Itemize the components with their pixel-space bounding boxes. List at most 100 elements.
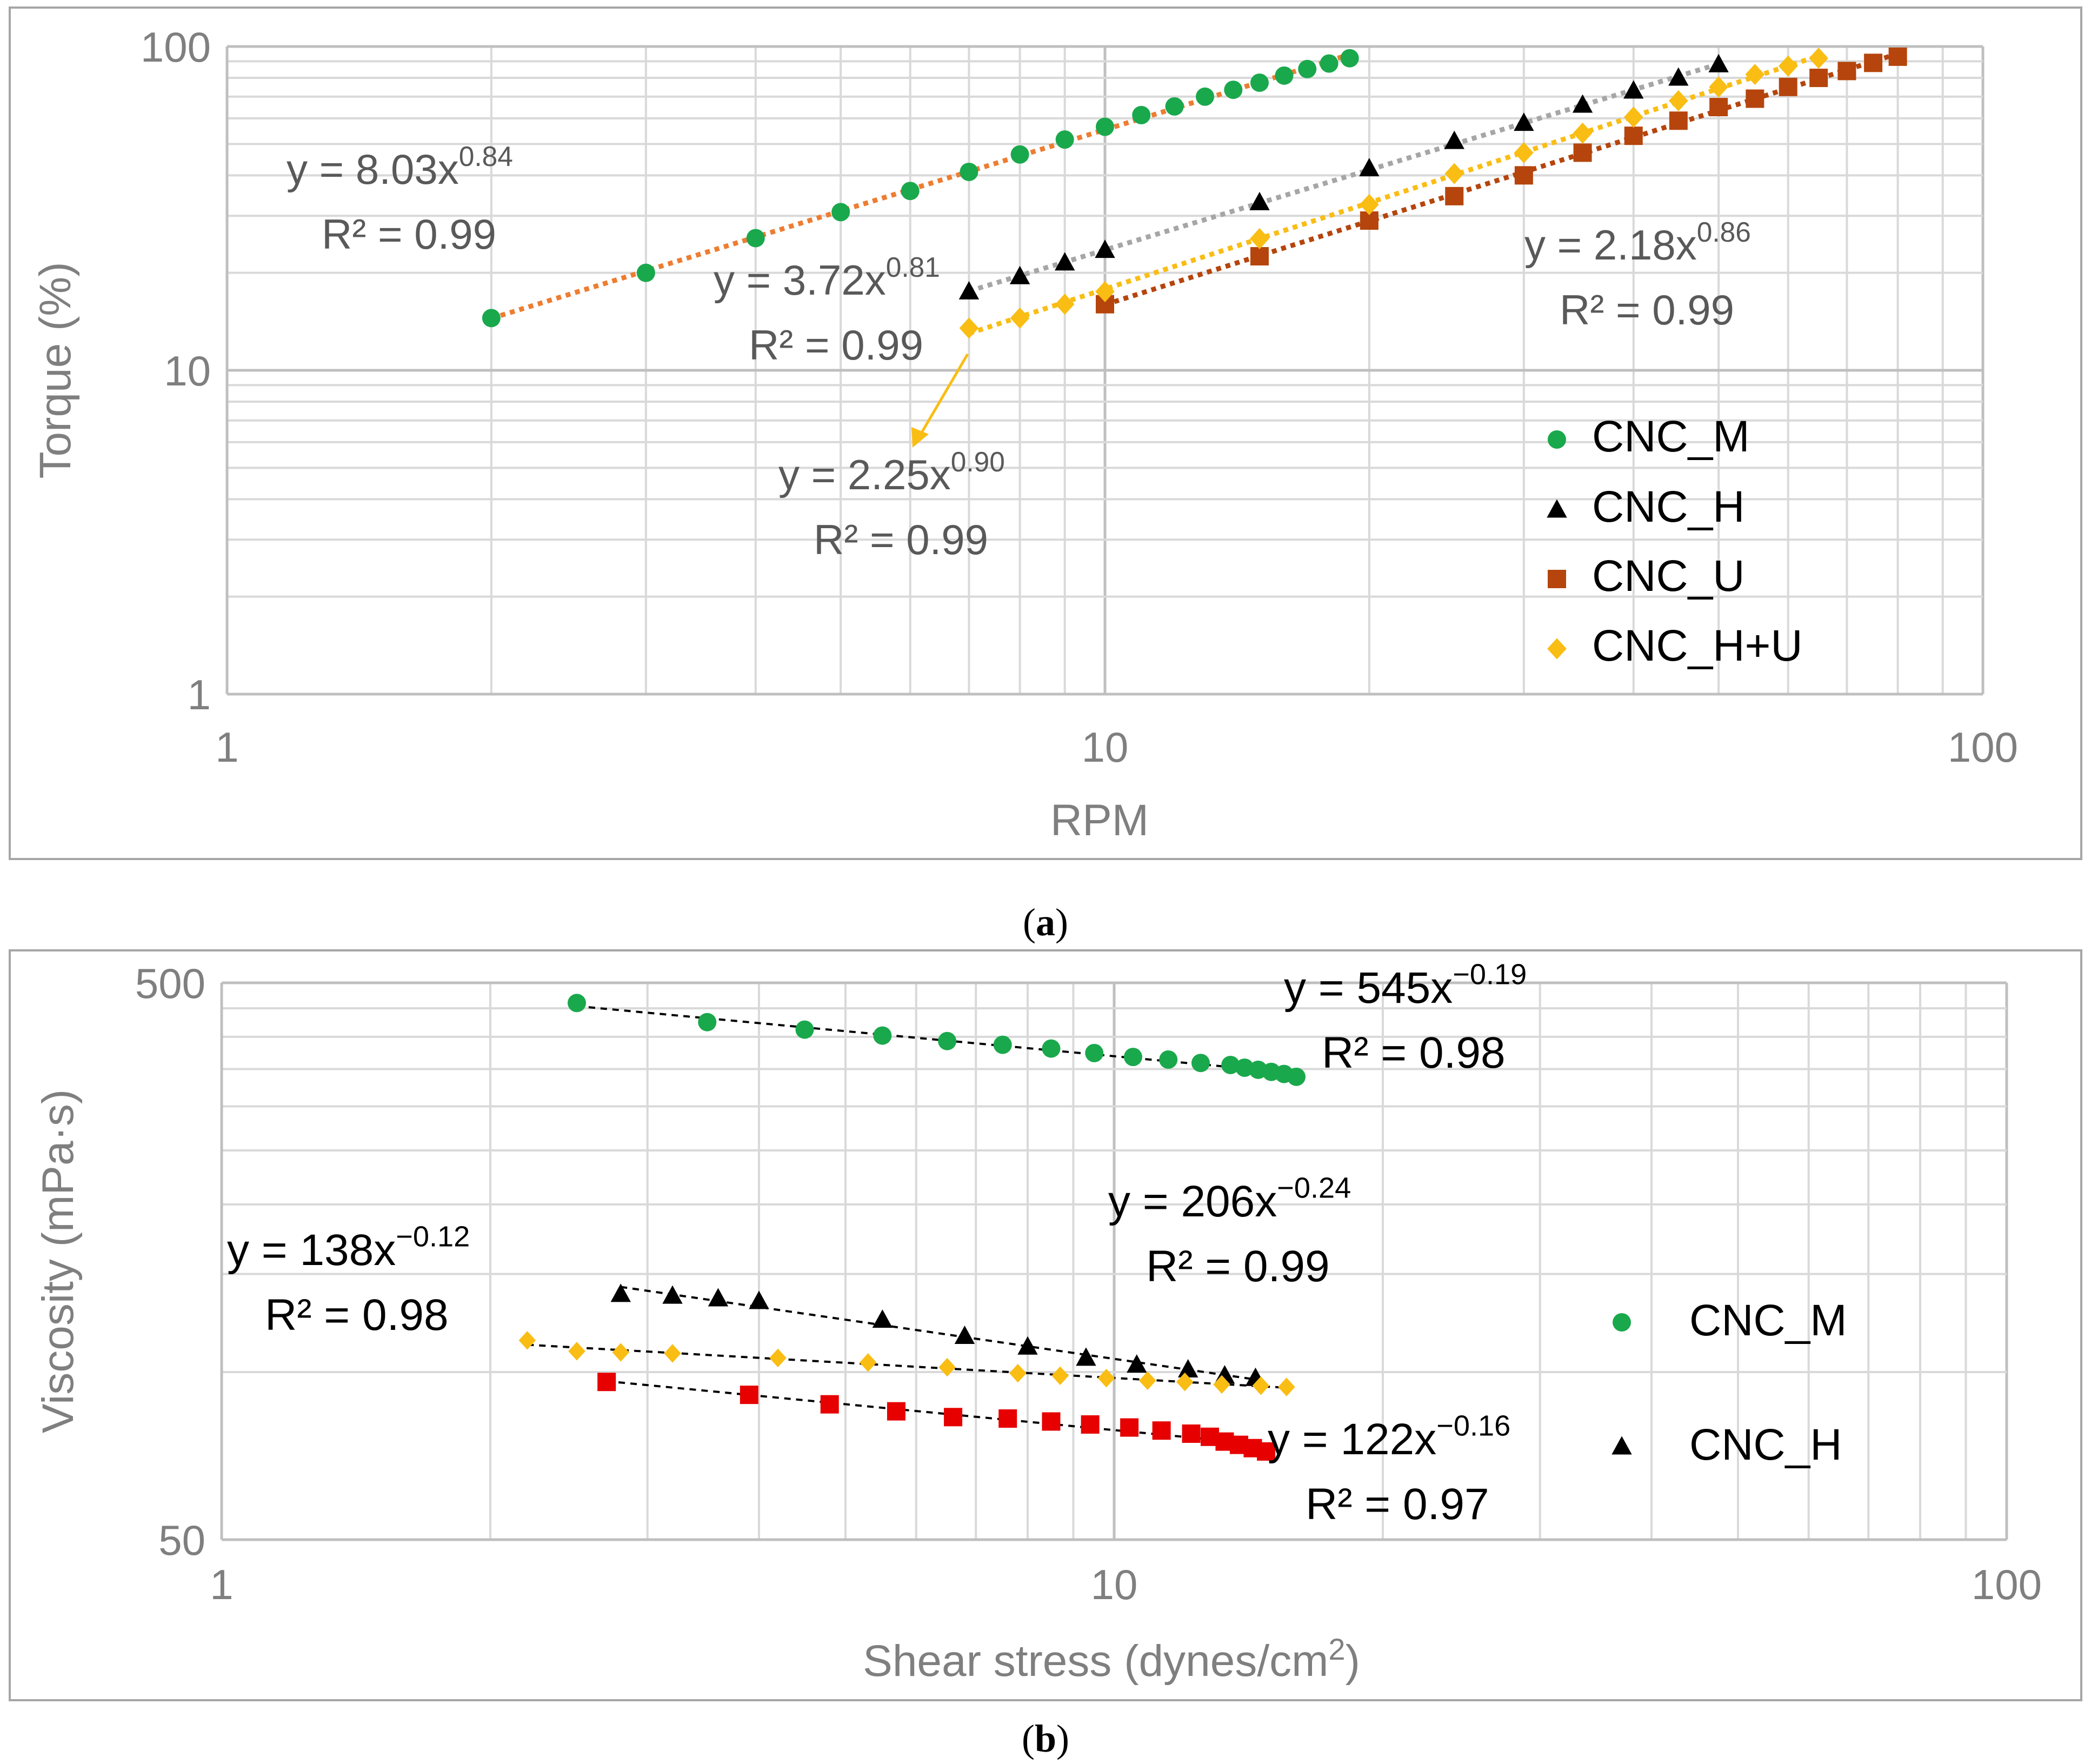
data-point-cnc_m xyxy=(1320,54,1338,73)
data-point-cnc_h xyxy=(1514,112,1534,131)
data-point-cnc_m xyxy=(567,994,586,1013)
data-point-cnc_hplusu xyxy=(1668,90,1688,111)
data-point-cnc_u xyxy=(1809,69,1828,88)
data-point-cnc_u xyxy=(998,1409,1017,1428)
data-point-cnc_hplusu xyxy=(518,1331,536,1350)
data-point-cnc_u xyxy=(1837,62,1856,81)
r-squared-h: R² = 0.99 xyxy=(749,321,923,369)
legend-label: CNC_M xyxy=(1592,412,1750,461)
trendline-cnc_m xyxy=(490,52,1351,321)
panel-b: 500 501 10 100 Shear stress (dynes/cm2) Visco… xyxy=(9,949,2082,1701)
data-point-cnc_m xyxy=(831,203,850,222)
data-point-cnc_u xyxy=(1746,89,1764,108)
data-point-cnc_h xyxy=(872,1309,893,1328)
data-point-cnc_hplusu xyxy=(1097,1369,1115,1388)
data-point-cnc_u xyxy=(1152,1421,1171,1440)
data-point-cnc_m xyxy=(1132,105,1151,124)
legend-marker xyxy=(1548,430,1566,449)
data-point-cnc_hplusu xyxy=(769,1348,787,1368)
data-point-cnc_m xyxy=(1191,1054,1210,1073)
data-point-cnc_h xyxy=(708,1288,729,1307)
data-point-cnc_u xyxy=(1250,247,1269,266)
data-point-cnc_m xyxy=(1235,1059,1254,1077)
data-point-cnc_m xyxy=(1010,145,1029,164)
data-point-cnc_h xyxy=(1017,1336,1038,1355)
y-tick-label: 50 xyxy=(158,1516,205,1564)
legend-label: CNC_H xyxy=(1592,482,1744,531)
data-point-cnc_m xyxy=(993,1035,1012,1054)
data-point-cnc_hplusu xyxy=(1010,307,1030,329)
data-point-cnc_h xyxy=(1054,252,1075,271)
data-point-cnc_m xyxy=(746,229,765,248)
data-point-cnc_m xyxy=(795,1020,814,1039)
y-tick-label: 500 xyxy=(135,960,205,1007)
data-point-cnc_h xyxy=(958,281,980,299)
trendline-cnc_u xyxy=(1104,51,1899,307)
equation-hu: y = 138x−0.12 xyxy=(227,1221,470,1275)
data-point-cnc_hplusu xyxy=(612,1343,630,1362)
data-point-cnc_u xyxy=(1779,77,1797,96)
data-point-cnc_u xyxy=(740,1386,758,1404)
data-point-cnc_hplusu xyxy=(1213,1375,1230,1394)
data-point-cnc_u xyxy=(887,1402,905,1421)
x-tick-label: 100 xyxy=(1948,723,2018,771)
x-tick-label: 1 xyxy=(215,723,238,771)
data-point-cnc_u xyxy=(597,1373,616,1392)
data-point-cnc_m xyxy=(1165,97,1184,116)
data-point-cnc_m xyxy=(1275,66,1294,85)
legend-label: CNC_H xyxy=(1689,1420,1842,1469)
equation-h: y = 206x−0.24 xyxy=(1108,1172,1351,1226)
data-point-cnc_m xyxy=(1298,59,1317,78)
data-point-cnc_hplusu xyxy=(1051,1366,1069,1385)
x-axis-label: Shear stress (dynes/cm2) xyxy=(863,1632,1360,1686)
data-point-cnc_m xyxy=(698,1013,717,1031)
equation-hu: y = 2.25x0.90 xyxy=(778,446,1005,498)
legend-label: CNC_H+U xyxy=(1592,621,1803,670)
data-point-cnc_h xyxy=(1623,80,1644,99)
trendline-cnc_m xyxy=(576,1005,1297,1075)
r-squared-h: R² = 0.99 xyxy=(1146,1242,1330,1291)
data-point-cnc_hplusu xyxy=(1809,48,1829,69)
data-point-cnc_hplusu xyxy=(1514,142,1534,163)
x-tick-label: 10 xyxy=(1082,723,1129,771)
y-tick-label: 100 xyxy=(141,23,211,71)
data-point-cnc_h xyxy=(1076,1347,1096,1366)
data-point-cnc_m xyxy=(1159,1050,1178,1069)
legend-label: CNC_U xyxy=(1592,551,1744,601)
data-point-cnc_hplusu xyxy=(1009,1363,1027,1383)
data-point-cnc_hplusu xyxy=(1360,194,1379,215)
equation-h: y = 3.72x0.81 xyxy=(714,251,940,304)
data-point-cnc_u xyxy=(1573,143,1592,162)
data-point-cnc_m xyxy=(1042,1039,1061,1058)
data-point-cnc_u xyxy=(1182,1424,1201,1443)
equation-u: y = 2.18x0.86 xyxy=(1524,216,1751,269)
equation-m: y = 545x−0.19 xyxy=(1284,958,1527,1013)
data-point-cnc_u xyxy=(1445,187,1464,205)
data-point-cnc_hplusu xyxy=(1745,64,1765,85)
arrow-line xyxy=(920,353,969,434)
equation-u: y = 122x−0.16 xyxy=(1268,1410,1510,1464)
data-point-cnc_hplusu xyxy=(1176,1372,1194,1392)
data-point-cnc_h xyxy=(954,1325,975,1344)
x-tick-label: 1 xyxy=(210,1561,233,1608)
x-axis-label: RPM xyxy=(1050,796,1149,845)
legend-marker xyxy=(1613,1313,1631,1332)
legend-marker xyxy=(1548,570,1566,588)
data-point-cnc_m xyxy=(1287,1067,1306,1086)
data-point-cnc_m xyxy=(636,263,655,282)
equation-m: y = 8.03x0.84 xyxy=(287,141,513,193)
data-point-cnc_h xyxy=(1572,94,1593,113)
r-squared-u: R² = 0.99 xyxy=(1560,286,1734,334)
y-axis-label: Viscosity (mPa·s) xyxy=(34,1089,83,1433)
data-point-cnc_h xyxy=(1127,1354,1147,1373)
data-point-cnc_m xyxy=(1340,49,1359,68)
data-point-cnc_hplusu xyxy=(664,1344,681,1363)
data-point-cnc_m xyxy=(873,1026,892,1045)
panel-a: 1 10 100 1 10 100 RPM Torque (%) y = 8.03x0.84 R²… xyxy=(9,6,2082,860)
data-point-cnc_h xyxy=(1177,1359,1198,1377)
r-squared-hu: R² = 0.98 xyxy=(265,1290,449,1340)
data-point-cnc_m xyxy=(960,162,978,181)
arrow-head xyxy=(911,427,929,448)
